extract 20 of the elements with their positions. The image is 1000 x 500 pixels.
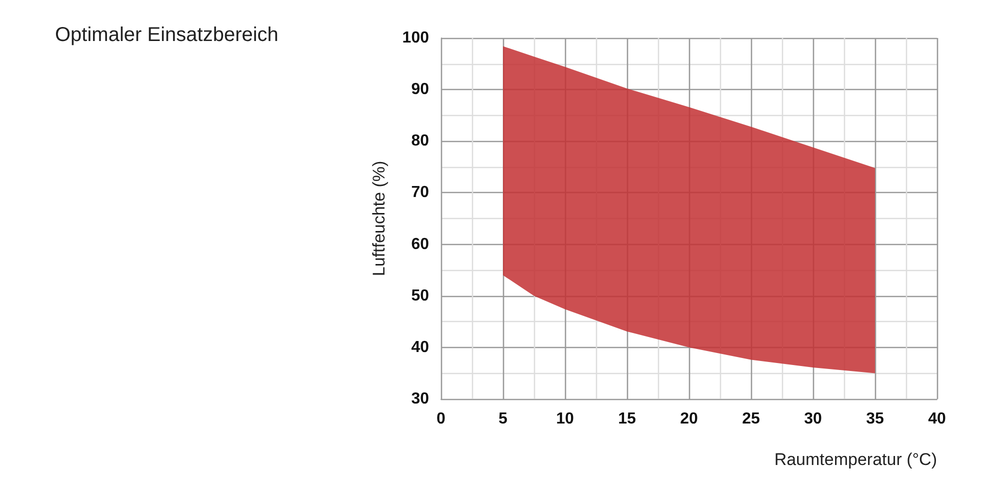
x-tick-label: 0: [436, 410, 446, 428]
y-tick-label: 70: [411, 184, 430, 202]
x-tick-label: 40: [928, 410, 946, 428]
x-tick-label: 25: [742, 410, 760, 428]
x-tick-label: 15: [618, 410, 636, 428]
x-axis-title: Raumtemperatur (°C): [774, 450, 937, 469]
y-tick-label: 30: [411, 390, 430, 408]
x-tick-label: 5: [498, 410, 508, 428]
y-tick-label: 80: [411, 132, 430, 150]
y-tick-label: 40: [411, 338, 430, 356]
x-tick-label: 30: [804, 410, 822, 428]
y-tick-label: 90: [411, 81, 430, 98]
y-tick-label: 60: [411, 236, 430, 253]
x-tick-label: 10: [556, 410, 574, 428]
x-tick-label: 20: [680, 410, 698, 428]
x-tick-label: 35: [866, 410, 884, 428]
y-axis-title: Luftfeuchte (%): [370, 160, 388, 276]
text: Optimaler Einsatzbereich: [55, 24, 278, 46]
y-tick-label: 100: [402, 30, 430, 46]
y-tick-label: 50: [411, 287, 430, 304]
